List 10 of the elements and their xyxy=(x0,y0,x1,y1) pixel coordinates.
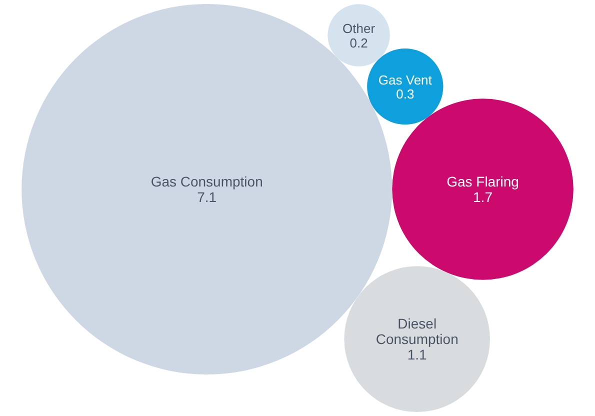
category-label: Gas Flaring xyxy=(446,174,519,190)
data-label: 1.7 xyxy=(473,188,493,205)
data-label: 1.1 xyxy=(407,346,428,362)
category-label: Other xyxy=(342,20,376,36)
data-label: 0.2 xyxy=(350,34,368,50)
category-label: Gas Consumption xyxy=(150,174,263,190)
category-label: Gas Vent xyxy=(378,72,432,87)
data-label: 7.1 xyxy=(197,188,217,205)
data-label: 0.3 xyxy=(396,86,414,102)
category-label: Diesel Consumption xyxy=(376,316,458,348)
